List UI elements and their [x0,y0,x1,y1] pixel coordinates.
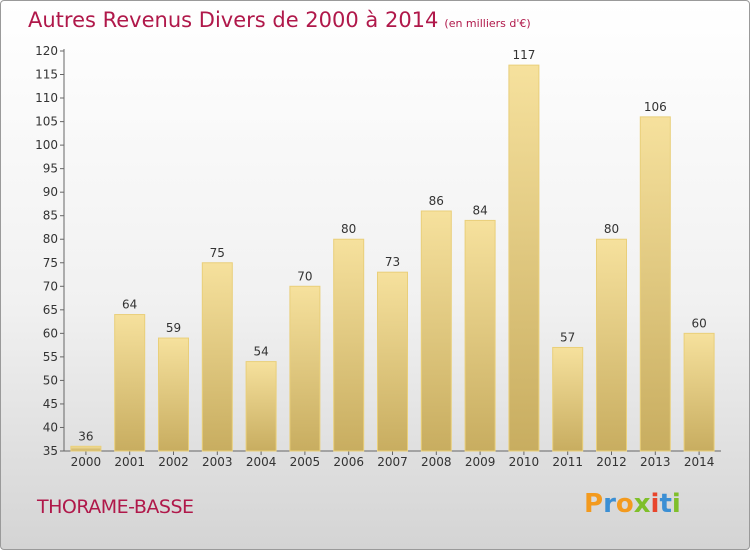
y-tick-label: 45 [43,397,58,411]
bars [70,64,715,452]
bar-2010 [508,64,540,452]
x-tick-label: 2014 [684,455,715,469]
x-tick-label: 2004 [246,455,277,469]
proxiti-logo[interactable]: Proxiti [584,489,681,519]
data-label-2002: 59 [166,321,181,335]
data-label-2001: 64 [122,298,137,312]
x-tick-label: 2007 [377,455,408,469]
data-label-2010: 117 [512,48,535,62]
x-tick-label: 2001 [114,455,145,469]
data-label-2003: 75 [210,246,225,260]
y-tick-label: 65 [43,303,58,317]
y-tick-label: 110 [35,91,58,105]
data-label-2012: 80 [604,222,619,236]
chart-title-text: Autres Revenus Divers de 2000 à 2014 [28,8,439,32]
bar-2011 [552,346,584,452]
x-tick-label: 2000 [71,455,102,469]
y-tick-label: 120 [35,44,58,58]
logo-letter: P [584,489,604,519]
y-tick-label: 35 [43,444,58,458]
logo-letter: x [633,489,651,519]
data-label-2000: 36 [78,429,93,443]
data-label-2013: 106 [644,100,667,114]
x-tick-label: 2008 [421,455,452,469]
logo-letter: i [650,489,660,519]
data-label-2004: 54 [253,345,268,359]
y-tick-label: 75 [43,256,58,270]
y-tick-label: 90 [43,185,58,199]
data-label-2007: 73 [385,255,400,269]
y-tick-label: 105 [35,115,58,129]
logo-letter: o [615,489,634,519]
bar-2005 [289,285,321,452]
data-label-2005: 70 [297,269,312,283]
x-tick-label: 2009 [465,455,496,469]
bar-2000 [70,445,102,452]
x-tick-label: 2013 [640,455,671,469]
bar-2006 [333,238,365,452]
y-tick-label: 85 [43,209,58,223]
logo-letter: r [603,489,616,519]
x-tick-label: 2002 [158,455,189,469]
y-tick-label: 40 [43,420,58,434]
data-label-2008: 86 [429,194,444,208]
y-tick-label: 50 [43,373,58,387]
y-tick-label: 60 [43,326,58,340]
x-tick-label: 2012 [596,455,627,469]
axes: 35 40 45 50 55 60 65 70 75 80 85 90 95 100 105 110 115 12… [35,44,721,469]
bar-2004 [245,361,277,452]
bar-2012 [596,238,627,452]
x-tick-label: 2003 [202,455,233,469]
bar-2003 [201,262,233,452]
bar-2014 [683,332,715,452]
data-label-2006: 80 [341,222,356,236]
y-tick-label: 115 [35,68,58,82]
x-tick-label: 2011 [552,455,583,469]
data-label-2011: 57 [560,330,575,344]
x-tick-label: 2006 [333,455,364,469]
bar-2002 [158,337,189,452]
bar-2008 [420,210,452,452]
chart-title-unit: (en milliers d'€) [444,17,531,30]
y-tick-label: 95 [43,162,58,176]
bar-2001 [114,314,146,452]
chart-title: Autres Revenus Divers de 2000 à 2014 (en … [28,8,531,32]
bar-2009 [464,219,496,452]
logo-letter: t [659,489,672,519]
y-tick-label: 70 [43,279,58,293]
bar-2013 [639,116,671,452]
bar-2007 [377,271,408,452]
x-tick-label: 2005 [290,455,321,469]
x-tick-label: 2010 [509,455,540,469]
data-labels: 36 64 59 75 54 70 80 73 86 84 117 57 80 106 60 [78,48,706,443]
data-label-2009: 84 [472,203,487,217]
commune-name: THORAME-BASSE [37,496,194,518]
y-tick-label: 55 [43,350,58,364]
data-label-2014: 60 [691,316,706,330]
y-tick-label: 100 [35,138,58,152]
y-tick-label: 80 [43,232,58,246]
logo-letter: i [671,489,681,519]
